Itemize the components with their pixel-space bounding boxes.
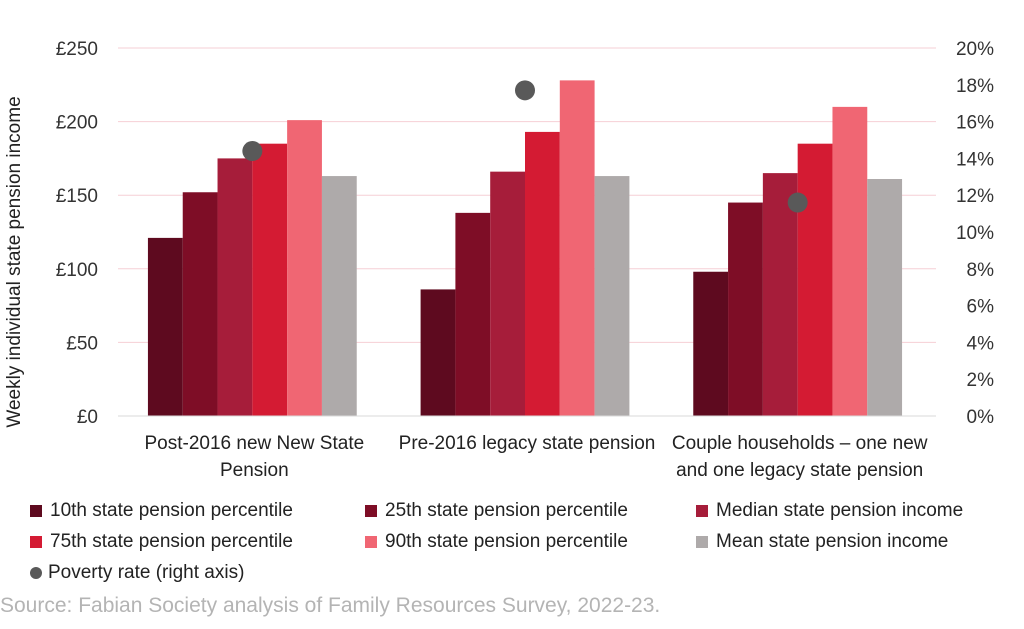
- bar: [217, 158, 253, 416]
- poverty-point: [242, 141, 263, 162]
- category-labels: Post-2016 new New State Pension Pre-2016 l…: [144, 433, 927, 481]
- bar: [525, 131, 560, 417]
- bar: [287, 120, 322, 417]
- legend-label: 75th state pension percentile: [50, 531, 293, 552]
- bar: [252, 143, 288, 416]
- bar: [455, 212, 491, 416]
- category-label: Pre-2016 legacy state pension: [399, 433, 656, 454]
- legend-swatch: [30, 536, 42, 548]
- bar: [867, 179, 903, 416]
- bar: [693, 271, 729, 416]
- bar: [594, 176, 630, 416]
- bar: [728, 202, 763, 416]
- left-tick-label: £50: [66, 333, 98, 354]
- legend-item: Mean state pension income: [696, 531, 948, 553]
- legend-swatch: [365, 505, 377, 517]
- legend-item: 25th state pension percentile: [365, 500, 628, 522]
- bar: [182, 192, 218, 416]
- category-label: Post-2016 new New State Pension: [144, 433, 364, 481]
- legend-label: 10th state pension percentile: [50, 500, 293, 521]
- right-tick-label: 10%: [956, 223, 994, 244]
- source-note: Source: Fabian Society analysis of Famil…: [0, 594, 661, 617]
- legend-swatch: [365, 536, 377, 548]
- legend-label: Mean state pension income: [716, 531, 949, 552]
- right-tick-label: 16%: [956, 113, 994, 134]
- legend-item: Median state pension income: [696, 500, 963, 522]
- legend-label: Poverty rate (right axis): [48, 562, 245, 583]
- legend-item: 75th state pension percentile: [30, 531, 293, 553]
- left-tick-label: £250: [56, 39, 98, 60]
- bar: [762, 173, 798, 416]
- right-tick-label: 12%: [956, 186, 994, 207]
- bar: [321, 176, 357, 416]
- left-tick-label: £150: [56, 186, 98, 207]
- legend-item: Poverty rate (right axis): [30, 562, 244, 584]
- left-axis-ticks: £0 £50 £100 £150 £200 £250: [56, 39, 98, 428]
- right-tick-label: 2%: [967, 370, 995, 391]
- bar: [832, 106, 868, 416]
- y-axis-label: Weekly individual state pension income: [4, 96, 25, 427]
- bar: [490, 171, 525, 416]
- bars: [147, 80, 903, 417]
- right-tick-label: 8%: [967, 260, 995, 281]
- legend-dot: [30, 567, 42, 579]
- legend-item: 10th state pension percentile: [30, 500, 293, 522]
- poverty-point: [787, 192, 808, 213]
- right-tick-label: 20%: [956, 39, 994, 60]
- right-tick-label: 14%: [956, 149, 994, 170]
- bar-chart: £0 £50 £100 £150 £200 £250 0% 2% 4% 6% 8% 10% 12% 14…: [4, 39, 994, 481]
- left-tick-label: £0: [77, 407, 98, 428]
- bar: [147, 237, 183, 416]
- left-tick-label: £100: [56, 260, 98, 281]
- legend-swatch: [696, 505, 708, 517]
- category-label: Couple households – one new and one legac…: [672, 433, 928, 481]
- right-tick-label: 6%: [967, 297, 995, 318]
- bar: [559, 80, 595, 416]
- legend-label: Median state pension income: [716, 500, 964, 521]
- bar: [797, 143, 833, 416]
- right-axis-ticks: 0% 2% 4% 6% 8% 10% 12% 14% 16% 18% 20%: [956, 39, 994, 428]
- legend-item: 90th state pension percentile: [365, 531, 628, 553]
- poverty-point: [515, 80, 535, 101]
- right-tick-label: 0%: [967, 407, 995, 428]
- legend-label: 90th state pension percentile: [385, 531, 628, 552]
- legend-label: 25th state pension percentile: [385, 500, 628, 521]
- right-tick-label: 4%: [967, 333, 995, 354]
- legend-swatch: [30, 505, 42, 517]
- left-tick-label: £200: [56, 113, 98, 134]
- poverty-points: [242, 80, 808, 213]
- right-tick-label: 18%: [956, 76, 994, 97]
- legend-swatch: [696, 536, 708, 548]
- bar: [420, 289, 456, 416]
